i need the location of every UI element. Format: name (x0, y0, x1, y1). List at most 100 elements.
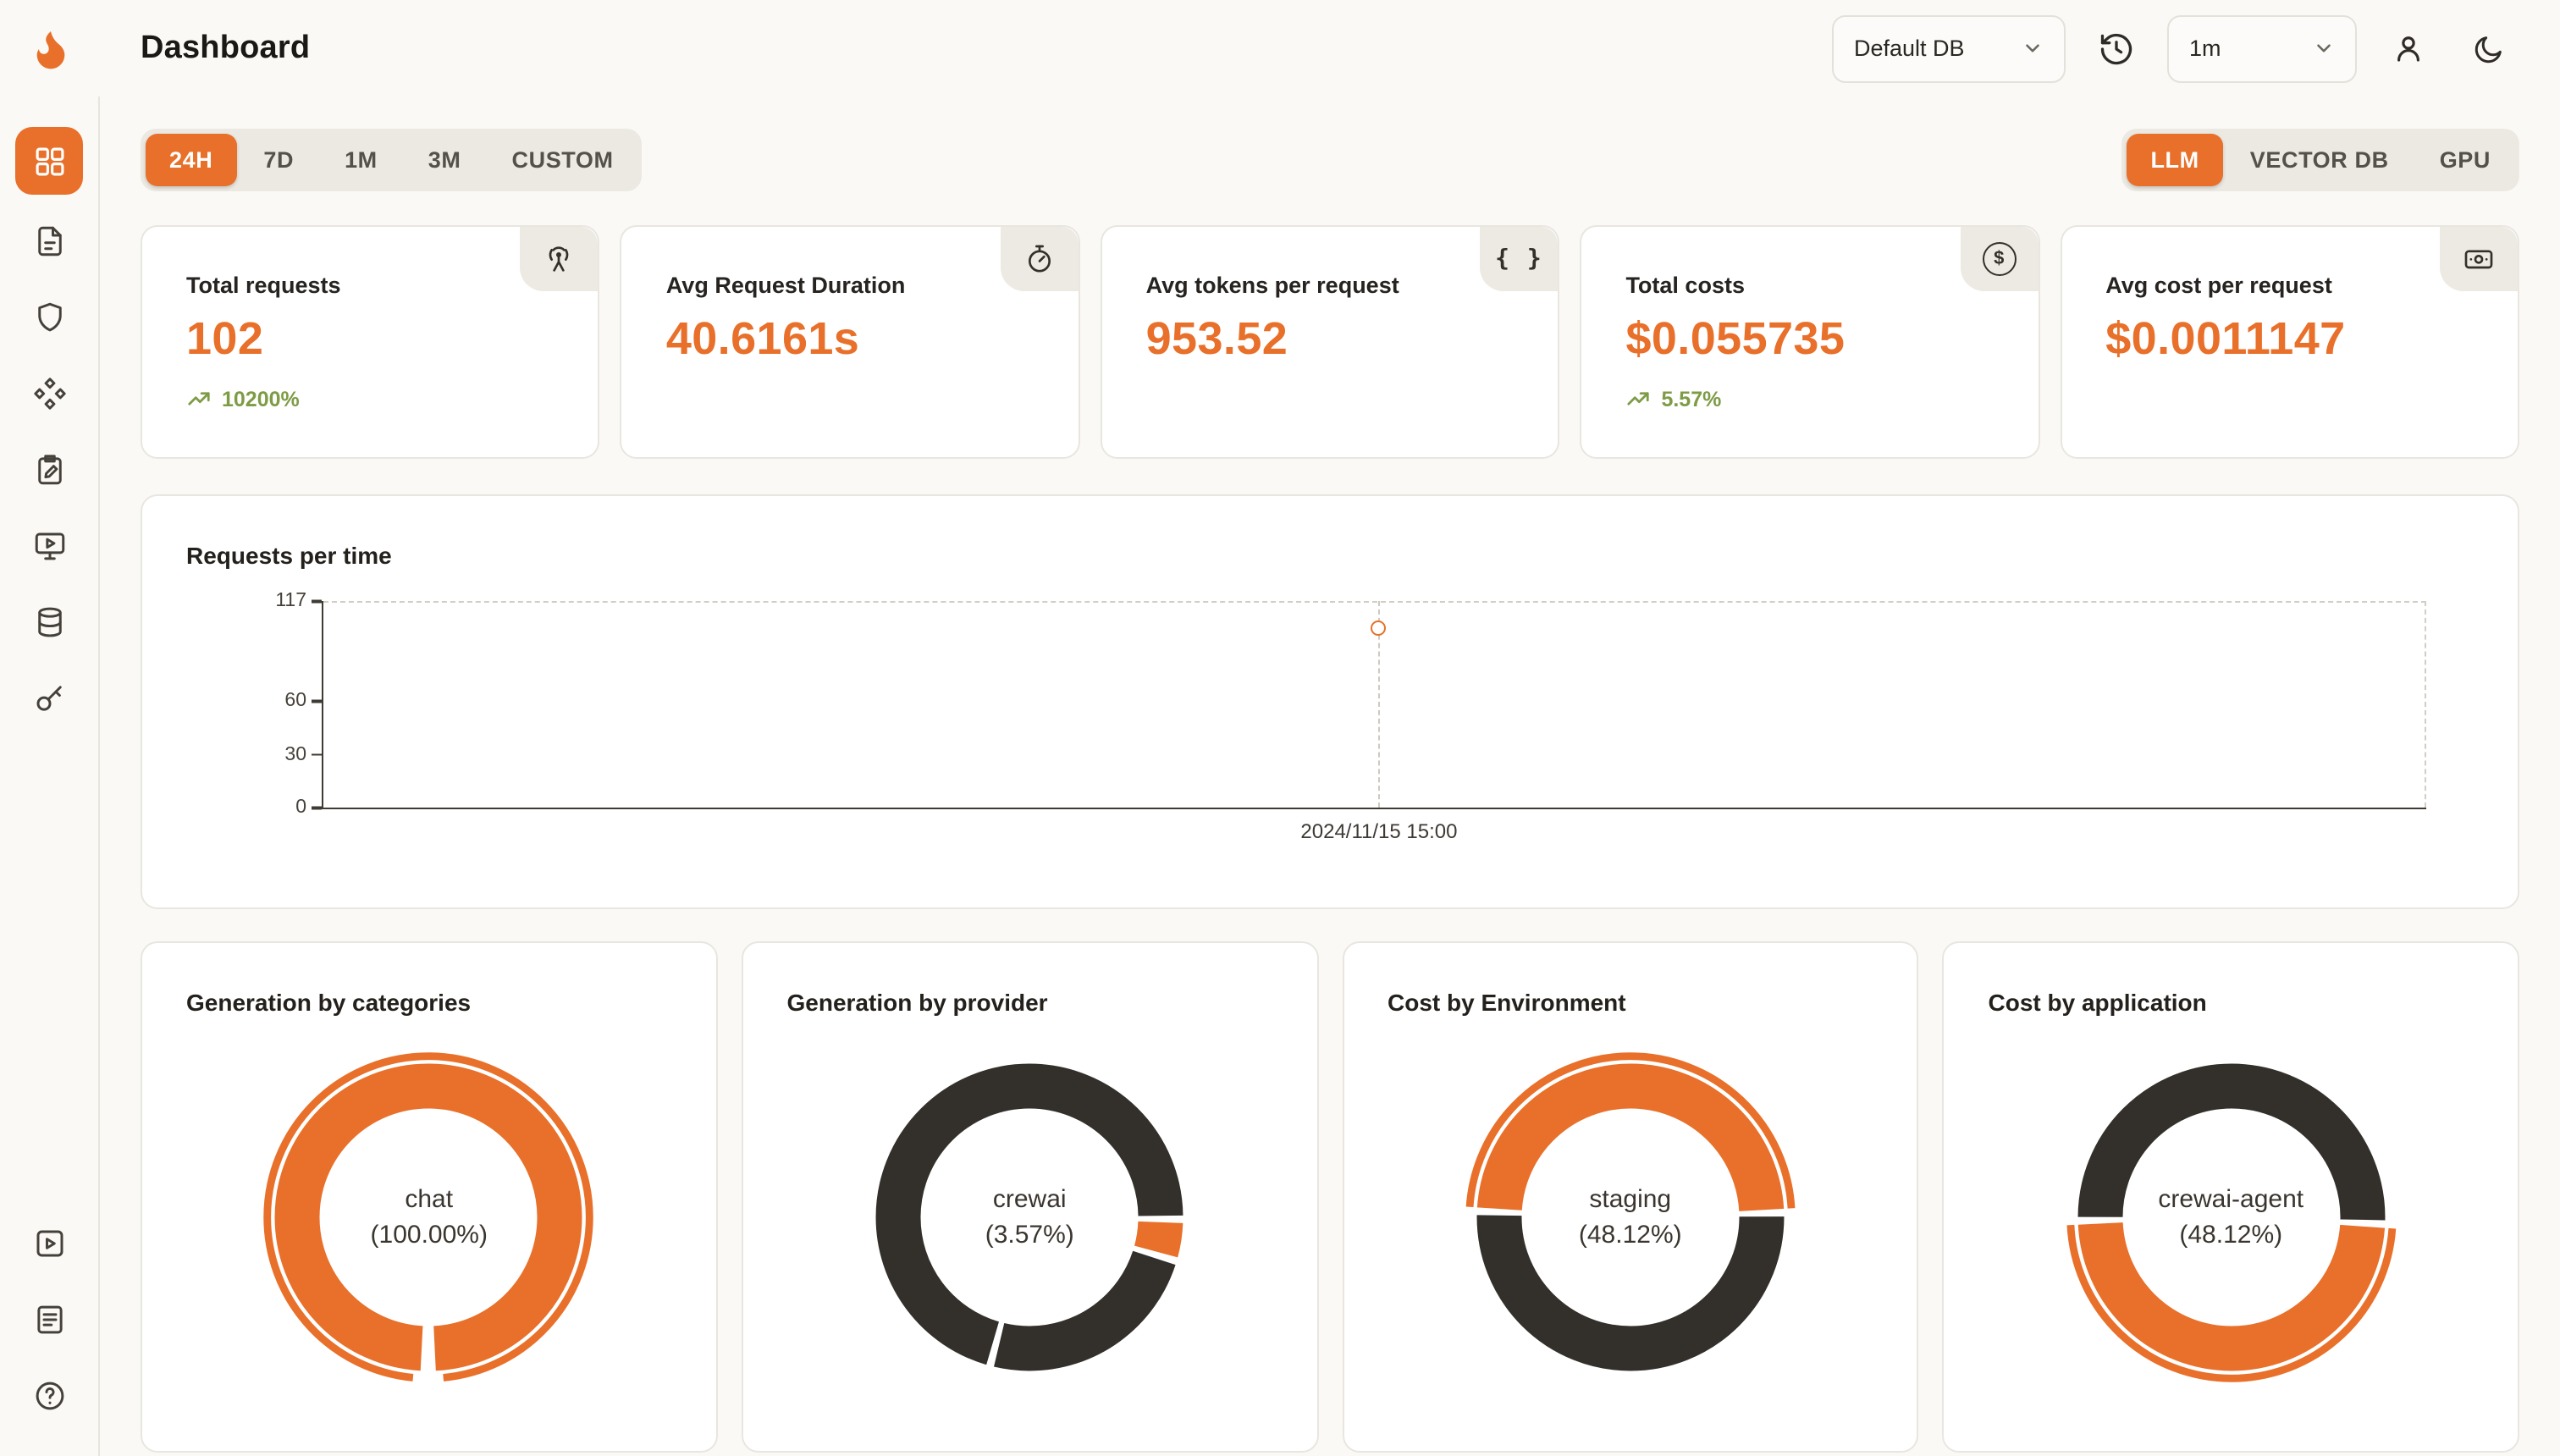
tab-7d[interactable]: 7D (240, 134, 317, 186)
flame-icon (36, 30, 65, 69)
y-axis-tick-label: 30 (284, 744, 306, 765)
source-tabs: LLM VECTOR DB GPU (2121, 129, 2519, 191)
trending-up-icon (188, 392, 210, 405)
donut-segment[interactable] (2077, 1063, 2385, 1371)
chart-title: Generation by categories (186, 989, 472, 1016)
donut-svg[interactable] (1456, 1043, 1805, 1392)
cursor-vline (1378, 601, 1381, 808)
refresh-history-button[interactable] (2086, 18, 2147, 79)
y-axis-tick (312, 700, 322, 703)
card-corner-badge (520, 227, 599, 291)
broadcast-icon (549, 246, 570, 272)
donut-segment[interactable] (264, 1052, 594, 1382)
donut-card-environment: Cost by Environment staging (48.12%) (1342, 941, 1919, 1453)
sidebar-item-support[interactable] (15, 1363, 83, 1427)
x-axis-label: 2024/11/15 15:00 (1300, 819, 1458, 843)
stat-title: Avg tokens per request (1145, 273, 1399, 298)
sidebar-item-api-keys[interactable] (15, 665, 83, 730)
stat-card-avg-duration: Avg Request Duration 40.6161s (620, 225, 1080, 459)
header-controls: Default DB 1m (1832, 14, 2519, 82)
donut-svg[interactable] (2056, 1043, 2405, 1392)
stat-delta-value: 10200% (222, 387, 300, 411)
donut-card-categories: Generation by categories chat (100.00%) (141, 941, 718, 1453)
document-lines-icon (36, 1304, 62, 1333)
sidebar-item-prompt-hub[interactable] (15, 361, 83, 425)
tab-gpu[interactable]: GPU (2416, 134, 2514, 186)
stat-title: Total costs (1625, 273, 1745, 298)
sidebar-item-getting-started[interactable] (15, 1211, 83, 1275)
tab-llm[interactable]: LLM (2127, 134, 2223, 186)
tab-custom[interactable]: CUSTOM (488, 134, 637, 186)
data-point[interactable] (1371, 620, 1387, 636)
sidebar-item-docs[interactable] (15, 1287, 83, 1351)
app-logo[interactable] (25, 23, 76, 74)
filter-row: 24H 7D 1M 3M CUSTOM LLM VECTOR DB GPU (141, 129, 2519, 191)
card-corner-badge: { } (1480, 227, 1559, 291)
database-icon (37, 606, 61, 637)
sidebar-item-exceptions[interactable] (15, 284, 83, 349)
donut-segment[interactable] (875, 1063, 1183, 1371)
tab-vector-db[interactable]: VECTOR DB (2226, 134, 2413, 186)
clipboard-edit-icon (37, 454, 61, 484)
donut-segment[interactable] (1476, 1063, 1785, 1371)
sidebar-item-openground[interactable] (15, 513, 83, 577)
theme-toggle-button[interactable] (2458, 18, 2519, 79)
database-select[interactable]: Default DB (1832, 14, 2066, 82)
stat-value: 953.52 (1145, 313, 1288, 364)
chart-title: Cost by application (1988, 989, 2207, 1016)
interval-select[interactable]: 1m (2167, 14, 2357, 82)
donut-chart-categories[interactable]: chat (100.00%) (255, 1043, 604, 1392)
stat-cards-row: Total requests 102 10200% (141, 225, 2520, 459)
dollar-glyph: $ (1994, 249, 2005, 269)
time-range-tabs: 24H 7D 1M 3M CUSTOM (141, 129, 643, 191)
stat-delta-value: 5.57% (1661, 387, 1722, 411)
stat-title: Total requests (186, 273, 341, 298)
interval-select-value: 1m (2189, 36, 2221, 61)
sidebar-item-databases[interactable] (15, 589, 83, 654)
donut-segment[interactable] (875, 1063, 1183, 1371)
stat-title: Avg Request Duration (665, 273, 906, 298)
tab-24h[interactable]: 24H (146, 134, 237, 186)
donut-svg[interactable] (855, 1043, 1204, 1392)
donut-svg[interactable] (255, 1043, 604, 1392)
sidebar-item-dashboard[interactable] (15, 127, 83, 195)
y-axis-tick (312, 806, 322, 809)
sidebar-item-evaluations[interactable] (15, 437, 83, 501)
donut-chart-provider[interactable]: crewai (3.57%) (855, 1043, 1204, 1392)
banknote-icon (2464, 250, 2493, 269)
page-title: Dashboard (141, 30, 311, 65)
stat-card-total-costs: $ Total costs $0.055735 5.57% (1580, 225, 2040, 459)
stat-value: $0.055735 (1625, 313, 1846, 364)
donut-segment[interactable] (275, 1063, 583, 1371)
stat-card-avg-cost: Avg cost per request $0.0011147 (2060, 225, 2520, 459)
main-content: 24H 7D 1M 3M CUSTOM LLM VECTOR DB GPU (100, 97, 2560, 1456)
user-icon (2397, 36, 2419, 62)
y-axis-tick (312, 753, 322, 756)
donut-chart-environment[interactable]: staging (48.12%) (1456, 1043, 1805, 1392)
donut-chart-application[interactable]: crewai-agent (48.12%) (2056, 1043, 2405, 1392)
y-axis-tick-label: 60 (284, 691, 306, 712)
donut-card-provider: Generation by provider crewai (3.57%) (741, 941, 1318, 1453)
stat-value: 102 (186, 313, 264, 364)
card-corner-badge: $ (1960, 227, 2039, 291)
user-button[interactable] (2377, 18, 2438, 79)
key-icon (36, 685, 61, 710)
stat-card-avg-tokens: { } Avg tokens per request 953.52 (1100, 225, 1560, 459)
sidebar-item-requests[interactable] (15, 208, 83, 273)
card-corner-badge (2440, 227, 2519, 291)
donut-segment[interactable] (2066, 1052, 2396, 1382)
stat-card-total-requests: Total requests 102 10200% (141, 225, 600, 459)
database-select-value: Default DB (1854, 36, 1965, 61)
chart-title: Generation by provider (786, 989, 1048, 1016)
tab-3m[interactable]: 3M (405, 134, 485, 186)
donut-segment[interactable] (2077, 1063, 2385, 1371)
donut-segment[interactable] (1465, 1052, 1796, 1382)
monitor-play-icon (34, 532, 64, 560)
y-axis-tick-label: 117 (275, 591, 306, 611)
donut-card-application: Cost by application crewai-agent (48.12%… (1942, 941, 2519, 1453)
donut-segment[interactable] (1476, 1063, 1785, 1371)
history-icon (2100, 32, 2132, 64)
requests-plot[interactable]: 0 30 60 117 2024/11/15 15:00 (275, 591, 2426, 843)
tab-1m[interactable]: 1M (321, 134, 401, 186)
